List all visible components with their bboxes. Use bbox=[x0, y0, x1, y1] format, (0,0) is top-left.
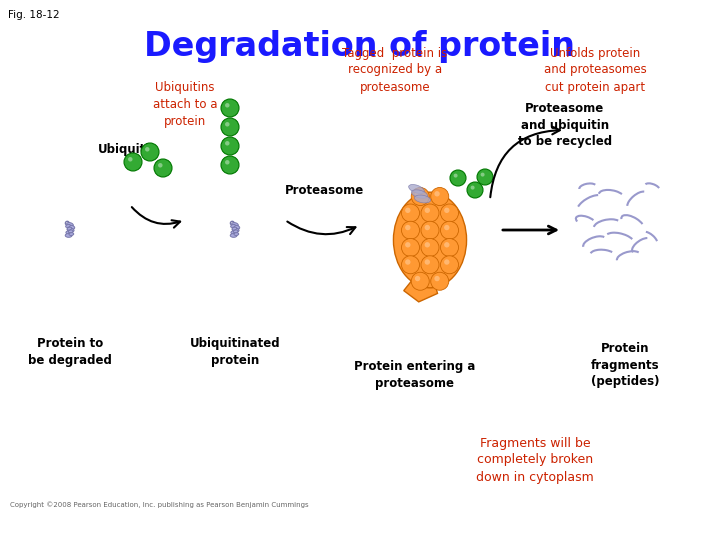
Ellipse shape bbox=[230, 234, 237, 237]
Polygon shape bbox=[404, 276, 438, 302]
Circle shape bbox=[441, 204, 459, 222]
Text: Copyright ©2008 Pearson Education, Inc. publishing as Pearson Benjamin Cummings: Copyright ©2008 Pearson Education, Inc. … bbox=[10, 501, 309, 508]
Text: Fragments will be
completely broken
down in cytoplasm: Fragments will be completely broken down… bbox=[476, 436, 594, 483]
Ellipse shape bbox=[233, 225, 240, 229]
Circle shape bbox=[421, 221, 439, 239]
Text: Ubiquitin: Ubiquitin bbox=[98, 144, 158, 157]
Circle shape bbox=[405, 225, 410, 230]
Text: Unfolds protein
and proteasomes
cut protein apart: Unfolds protein and proteasomes cut prot… bbox=[544, 46, 647, 93]
Circle shape bbox=[441, 256, 459, 274]
Circle shape bbox=[221, 156, 239, 174]
Ellipse shape bbox=[68, 225, 75, 229]
Ellipse shape bbox=[67, 222, 73, 227]
Ellipse shape bbox=[67, 228, 74, 232]
Circle shape bbox=[405, 207, 410, 213]
Circle shape bbox=[471, 186, 474, 190]
Circle shape bbox=[481, 173, 485, 177]
Circle shape bbox=[425, 259, 430, 265]
Circle shape bbox=[221, 99, 239, 117]
Ellipse shape bbox=[234, 233, 239, 235]
Circle shape bbox=[425, 242, 430, 247]
Ellipse shape bbox=[409, 185, 424, 193]
Ellipse shape bbox=[233, 230, 238, 233]
Ellipse shape bbox=[414, 195, 431, 203]
Circle shape bbox=[425, 207, 430, 213]
Circle shape bbox=[415, 276, 420, 281]
Ellipse shape bbox=[232, 222, 238, 227]
Circle shape bbox=[154, 159, 172, 177]
Circle shape bbox=[431, 187, 449, 206]
Ellipse shape bbox=[231, 231, 238, 234]
Ellipse shape bbox=[69, 233, 73, 235]
Circle shape bbox=[441, 239, 459, 256]
Circle shape bbox=[128, 157, 132, 161]
Circle shape bbox=[402, 239, 420, 256]
Circle shape bbox=[454, 173, 458, 178]
Circle shape bbox=[221, 118, 239, 136]
Circle shape bbox=[145, 147, 150, 152]
Circle shape bbox=[124, 153, 142, 171]
Text: Proteasome
and ubiquitin
to be recycled: Proteasome and ubiquitin to be recycled bbox=[518, 102, 612, 148]
Circle shape bbox=[411, 187, 429, 206]
Text: Ubiquitins
attach to a
protein: Ubiquitins attach to a protein bbox=[153, 82, 217, 129]
Text: Proteasome: Proteasome bbox=[285, 184, 364, 197]
Text: Protein
fragments
(peptides): Protein fragments (peptides) bbox=[590, 341, 660, 388]
Ellipse shape bbox=[68, 230, 73, 233]
Circle shape bbox=[444, 207, 449, 213]
Circle shape bbox=[225, 141, 230, 146]
Circle shape bbox=[425, 225, 430, 230]
Ellipse shape bbox=[393, 192, 467, 288]
Circle shape bbox=[415, 191, 420, 197]
Ellipse shape bbox=[411, 190, 428, 198]
Circle shape bbox=[467, 182, 483, 198]
Ellipse shape bbox=[233, 228, 239, 232]
Circle shape bbox=[405, 259, 410, 265]
Text: Protein to
be degraded: Protein to be degraded bbox=[28, 337, 112, 367]
Circle shape bbox=[444, 242, 449, 247]
Ellipse shape bbox=[66, 234, 72, 237]
Circle shape bbox=[431, 272, 449, 291]
Ellipse shape bbox=[66, 225, 71, 227]
Ellipse shape bbox=[66, 231, 73, 234]
Circle shape bbox=[477, 169, 493, 185]
Circle shape bbox=[158, 163, 163, 167]
Circle shape bbox=[225, 160, 230, 165]
Circle shape bbox=[405, 242, 410, 247]
Ellipse shape bbox=[67, 227, 72, 230]
Circle shape bbox=[421, 239, 439, 256]
Circle shape bbox=[444, 259, 449, 265]
Circle shape bbox=[441, 221, 459, 239]
Circle shape bbox=[402, 221, 420, 239]
Text: Protein entering a
proteasome: Protein entering a proteasome bbox=[354, 360, 476, 390]
Circle shape bbox=[141, 143, 159, 161]
Ellipse shape bbox=[230, 225, 235, 227]
Circle shape bbox=[402, 256, 420, 274]
Text: Fig. 18-12: Fig. 18-12 bbox=[8, 10, 60, 20]
Text: Ubiquitinated
protein: Ubiquitinated protein bbox=[189, 337, 280, 367]
Text: Degradation of protein: Degradation of protein bbox=[145, 30, 575, 63]
Circle shape bbox=[444, 225, 449, 230]
Circle shape bbox=[421, 256, 439, 274]
Ellipse shape bbox=[232, 227, 237, 230]
Circle shape bbox=[434, 191, 440, 197]
Circle shape bbox=[225, 103, 230, 107]
Circle shape bbox=[421, 204, 439, 222]
Circle shape bbox=[402, 204, 420, 222]
Circle shape bbox=[221, 137, 239, 155]
Circle shape bbox=[225, 122, 230, 126]
Text: Tagged  protein is
recognized by a
proteasome: Tagged protein is recognized by a protea… bbox=[343, 46, 448, 93]
Circle shape bbox=[450, 170, 466, 186]
Circle shape bbox=[411, 272, 429, 291]
Circle shape bbox=[434, 276, 440, 281]
